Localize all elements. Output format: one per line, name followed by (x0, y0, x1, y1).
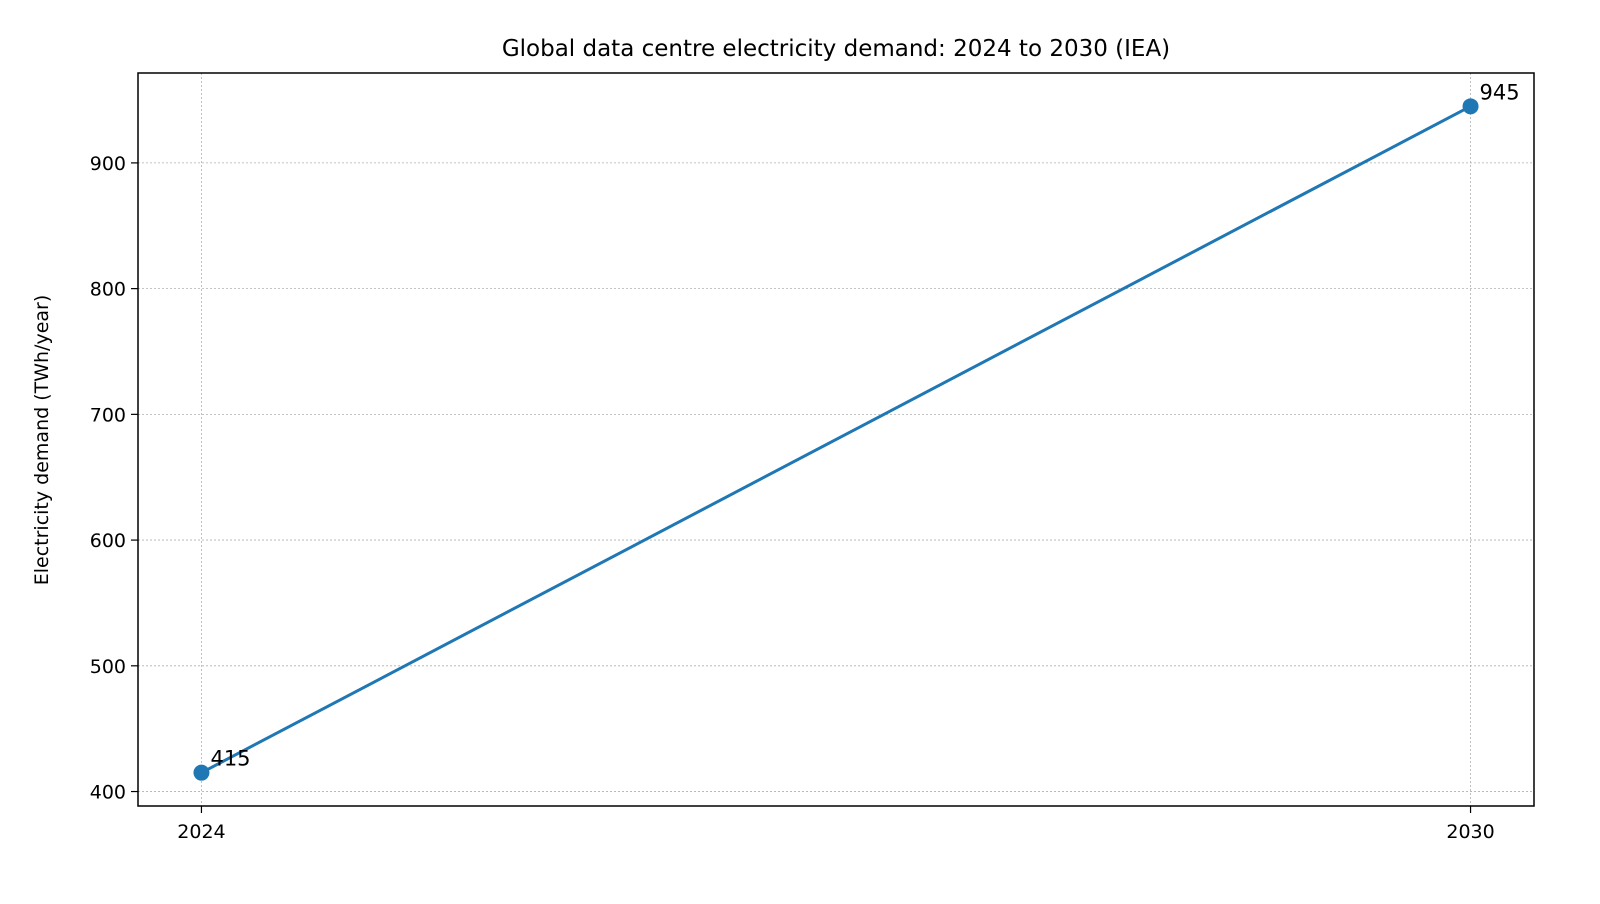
y-tick-label: 700 (90, 404, 126, 426)
data-point (1462, 98, 1479, 115)
y-tick-label: 400 (90, 782, 126, 804)
data-point (193, 764, 210, 781)
data-label: 415 (210, 747, 250, 771)
axes-ticks: 400 500 600 700 800 900 2024 2030 (90, 153, 1495, 843)
plot-frame (137, 72, 1535, 807)
y-tick-label: 600 (90, 530, 126, 552)
series: 415 945 (193, 80, 1520, 781)
data-label: 945 (1480, 80, 1520, 104)
y-tick-label: 900 (90, 153, 126, 175)
y-tick-label: 800 (90, 279, 126, 301)
y-axis-label: Electricity demand (TWh/year) (31, 295, 53, 586)
series-line (200, 104, 1472, 775)
chart-title: Global data centre electricity demand: 2… (502, 36, 1170, 62)
x-tick-label: 2024 (177, 821, 225, 843)
y-tick-label: 500 (90, 656, 126, 678)
grid (138, 73, 1534, 806)
x-tick-label: 2030 (1446, 821, 1494, 843)
